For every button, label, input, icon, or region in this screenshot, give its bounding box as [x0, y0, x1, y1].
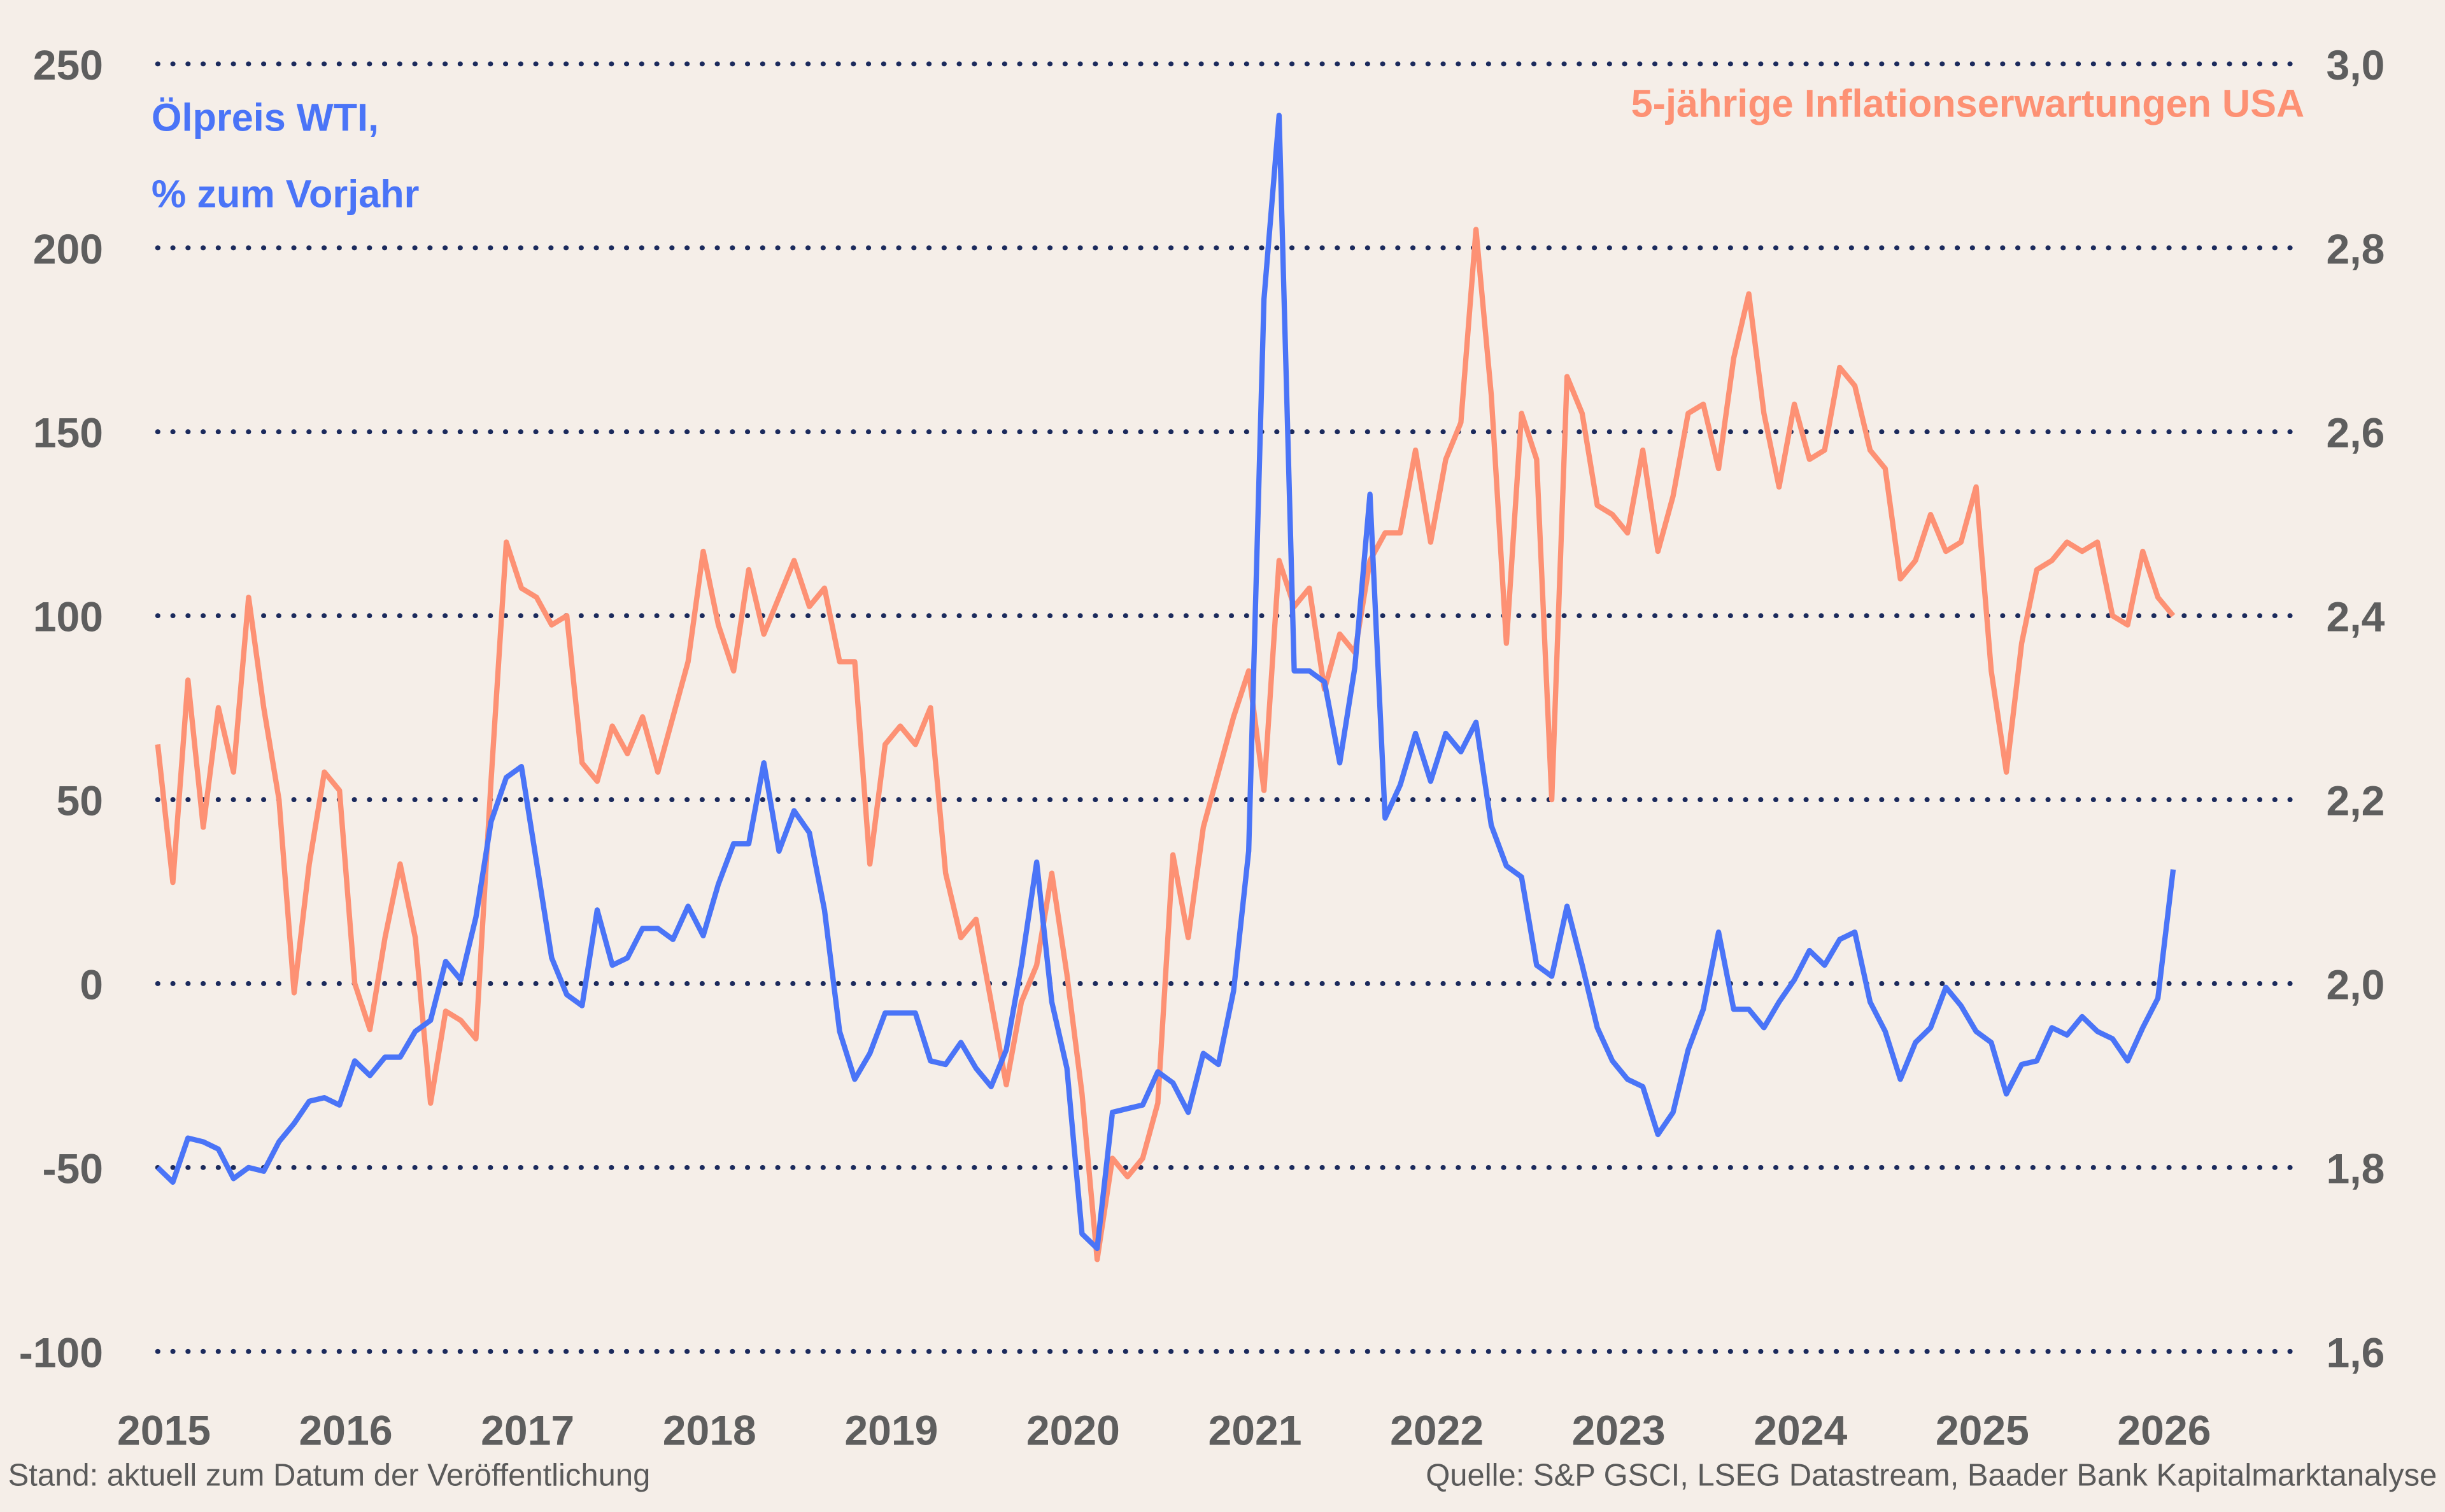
left-tick-label: 150	[33, 410, 103, 457]
left-tick-label: -50	[42, 1145, 103, 1192]
right-tick-label: 2,8	[2327, 226, 2385, 273]
x-tick-label: 2023	[1572, 1408, 1666, 1455]
x-tick-label: 2018	[663, 1408, 756, 1455]
x-tick-label: 2025	[1936, 1408, 2029, 1455]
left-tick-label: 100	[33, 594, 103, 641]
series-oil-wti	[155, 113, 2176, 1252]
x-axis-ticks: 2015 2016 2017 2018 2019 2020 2021 2022 2023 2024…	[117, 1408, 2211, 1455]
x-tick-label: 2015	[117, 1408, 211, 1455]
right-tick-label: 1,8	[2327, 1145, 2385, 1192]
left-tick-label: -100	[19, 1329, 103, 1376]
right-tick-label: 1,6	[2327, 1329, 2385, 1376]
right-tick-label: 3,0	[2327, 42, 2385, 89]
footer-source: Quelle: S&P GSCI, LSEG Datastream, Baade…	[1426, 1458, 2437, 1492]
series-lines	[155, 113, 2176, 1262]
right-tick-label: 2,0	[2327, 961, 2385, 1008]
x-tick-label: 2017	[481, 1408, 574, 1455]
left-axis-label-line2: % zum Vorjahr	[152, 173, 420, 216]
x-tick-label: 2021	[1208, 1408, 1302, 1455]
left-tick-label: 0	[80, 961, 103, 1008]
left-axis-ticks: 250 200 150 100 50 0 -50 -100	[19, 42, 103, 1376]
series-line	[155, 227, 2176, 1262]
footer-stand: Stand: aktuell zum Datum der Veröffentli…	[8, 1458, 651, 1492]
series-line	[155, 113, 2176, 1252]
right-axis-label: 5-jährige Inflationserwartungen USA	[1631, 82, 2305, 125]
right-axis-ticks: 3,0 2,8 2,6 2,4 2,2 2,0 1,8 1,6	[2327, 42, 2385, 1376]
x-tick-label: 2024	[1754, 1408, 1847, 1455]
gridlines	[155, 61, 2304, 1354]
right-tick-label: 2,4	[2327, 594, 2385, 641]
x-tick-label: 2019	[844, 1408, 938, 1455]
x-tick-label: 2022	[1390, 1408, 1484, 1455]
x-tick-label: 2020	[1026, 1408, 1120, 1455]
right-tick-label: 2,2	[2327, 778, 2385, 825]
left-tick-label: 200	[33, 226, 103, 273]
left-tick-label: 250	[33, 42, 103, 89]
left-axis-label-line1: Ölpreis WTI,	[152, 96, 379, 139]
x-tick-label: 2026	[2117, 1408, 2211, 1455]
right-tick-label: 2,6	[2327, 410, 2385, 457]
x-tick-label: 2016	[299, 1408, 393, 1455]
left-tick-label: 50	[56, 778, 103, 825]
series-inflation-expectations	[155, 227, 2176, 1262]
